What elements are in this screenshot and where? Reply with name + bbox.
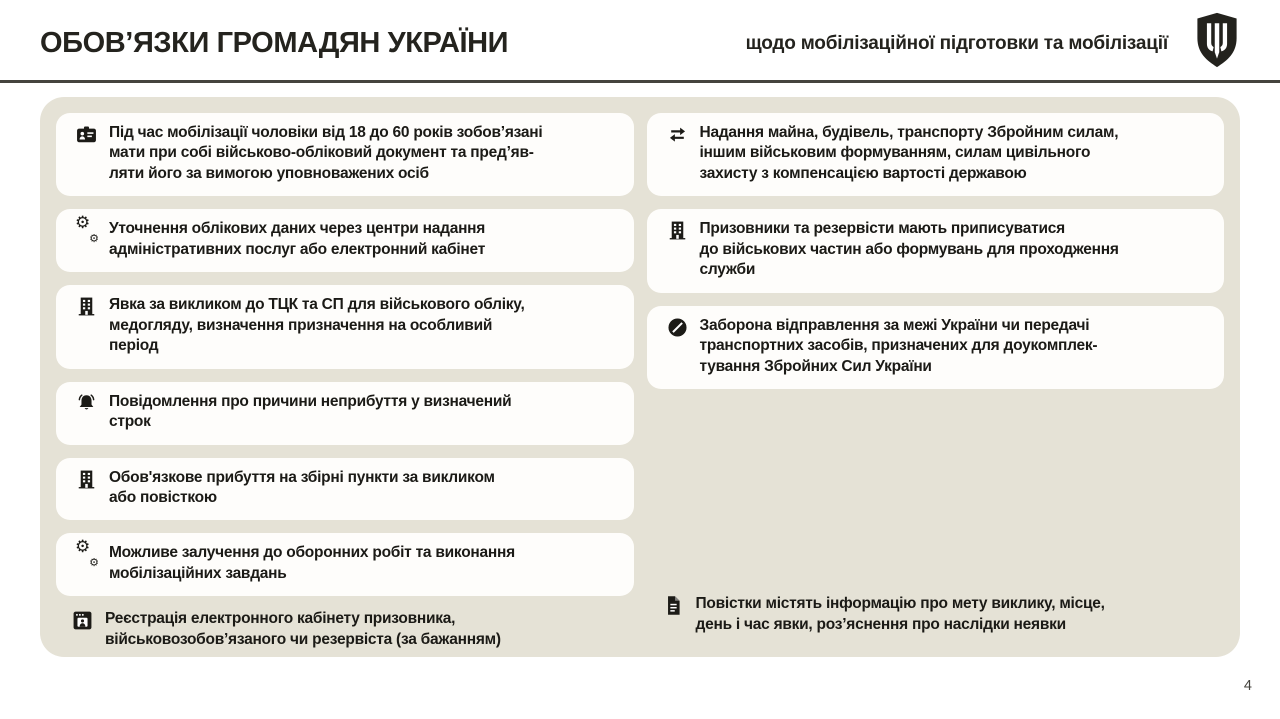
swap-arrows-icon: [667, 124, 688, 145]
list-item: Заборона відправлення за межі України чи…: [646, 305, 1224, 390]
footnote-text: Реєстрація електронного кабінету призовн…: [105, 610, 501, 648]
list-item-text: Під час мобілізації чоловіки від 18 до 6…: [109, 124, 543, 182]
list-item: ⚙ ⚙ Можливе залучення до оборонних робіт …: [56, 533, 634, 597]
page-title: ОБОВ’ЯЗКИ ГРОМАДЯН УКРАЇНИ: [40, 26, 509, 59]
list-item: Під час мобілізації чоловіки від 18 до 6…: [56, 113, 634, 197]
building-icon: [667, 220, 688, 241]
list-item: Надання майна, будівель, транспорту Збро…: [646, 113, 1224, 197]
list-item-text: Уточнення облікових даних через центри н…: [109, 220, 486, 258]
footnote-text: Повістки містять інформацію про мету вик…: [695, 595, 1105, 633]
list-item-text: Обов'язкове прибуття на збірні пункти за…: [109, 468, 495, 506]
bell-icon: [76, 393, 97, 414]
list-item: Призовники та резервісти мають приписува…: [646, 209, 1224, 293]
footnote-item: Реєстрація електронного кабінету призовн…: [56, 609, 634, 656]
page-subtitle: щодо мобілізаційної підготовки та мобілі…: [745, 33, 1169, 54]
left-column: Під час мобілізації чоловіки від 18 до 6…: [56, 113, 634, 648]
list-item-text: Заборона відправлення за межі України чи…: [699, 316, 1098, 375]
building-icon: [76, 296, 97, 317]
list-item-text: Явка за викликом до ТЦК та СП для військ…: [109, 296, 525, 355]
no-entry-icon: [667, 317, 688, 338]
content-panel: Під час мобілізації чоловіки від 18 до 6…: [40, 97, 1240, 657]
gears-icon: ⚙ ⚙: [75, 537, 99, 570]
list-item-text: Призовники та резервісти мають приписува…: [699, 220, 1119, 279]
gears-icon: ⚙ ⚙: [75, 213, 99, 246]
list-item: Обов'язкове прибуття на збірні пункти за…: [56, 457, 634, 521]
armed-forces-shield-trident-icon: [1194, 12, 1240, 73]
list-item-text: Можливе залучення до оборонних робіт та …: [109, 544, 515, 582]
id-card-icon: [76, 124, 97, 145]
page-number: 4: [1243, 678, 1252, 694]
footnote-item: Повістки містять інформацію про мету вик…: [647, 594, 1225, 641]
right-column: Надання майна, будівель, транспорту Збро…: [646, 113, 1225, 641]
list-item: Явка за викликом до ТЦК та СП для військ…: [56, 285, 634, 369]
e-cabinet-icon: [72, 610, 93, 631]
list-item: ⚙ ⚙ Уточнення облікових даних через центр…: [56, 209, 634, 273]
list-item: Повідомлення про причини неприбуття у ви…: [56, 381, 634, 445]
list-item-text: Надання майна, будівель, транспорту Збро…: [699, 124, 1119, 182]
building-icon: [76, 469, 97, 490]
document-icon: [663, 595, 684, 616]
header: ОБОВ’ЯЗКИ ГРОМАДЯН УКРАЇНИ щодо мобіліза…: [0, 0, 1280, 83]
list-item-text: Повідомлення про причини неприбуття у ви…: [109, 392, 512, 431]
